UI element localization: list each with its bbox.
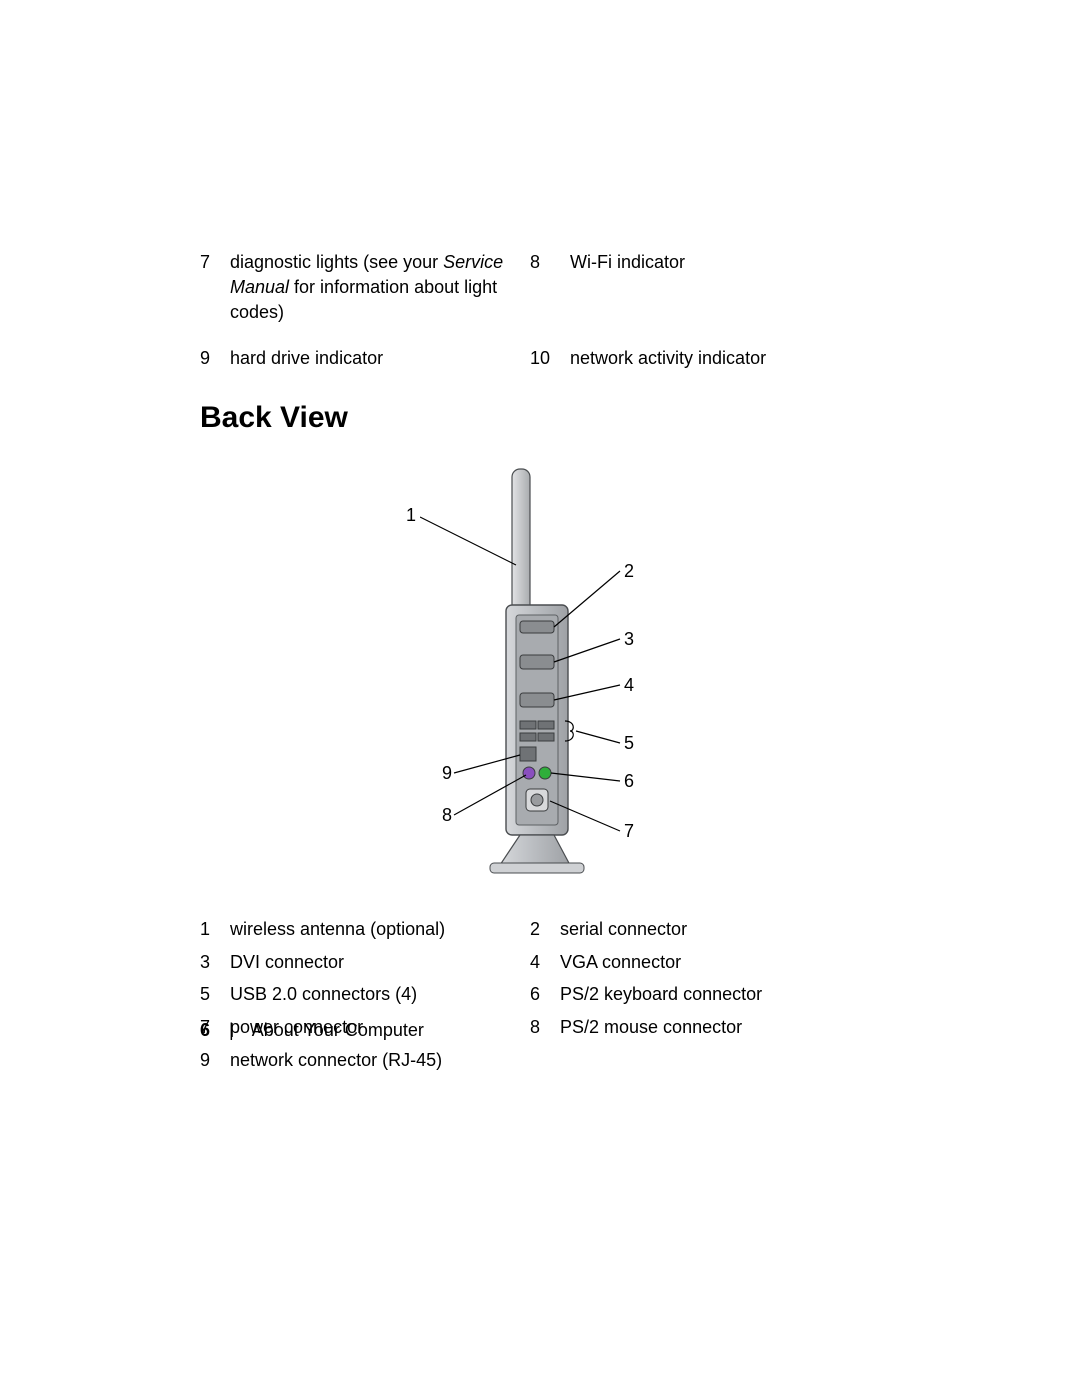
legend-num: 9 bbox=[200, 1046, 230, 1075]
legend-desc: Wi-Fi indicator bbox=[570, 250, 900, 326]
legend-desc: network activity indicator bbox=[570, 346, 900, 371]
port-usb bbox=[520, 733, 536, 741]
legend-num: 8 bbox=[530, 250, 570, 326]
legend-num: 6 bbox=[530, 980, 560, 1009]
legend-desc: USB 2.0 connectors (4) bbox=[230, 980, 530, 1009]
legend-text: diagnostic lights (see your bbox=[230, 252, 443, 272]
top-legend-row: 9 hard drive indicator 10 network activi… bbox=[200, 346, 900, 371]
callout-label-4: 4 bbox=[624, 675, 634, 696]
legend-num: 2 bbox=[530, 915, 560, 944]
legend-desc: PS/2 mouse connector bbox=[560, 1013, 900, 1042]
port-usb bbox=[538, 721, 554, 729]
legend-text: hard drive indicator bbox=[230, 348, 383, 368]
callout-label-1: 1 bbox=[406, 505, 416, 526]
bottom-legend-table: 1 wireless antenna (optional) 2 serial c… bbox=[200, 915, 900, 1075]
legend-num: 4 bbox=[530, 948, 560, 977]
legend-desc bbox=[560, 1046, 900, 1075]
antenna-shape bbox=[512, 469, 530, 619]
legend-desc: PS/2 keyboard connector bbox=[560, 980, 900, 1009]
legend-desc: VGA connector bbox=[560, 948, 900, 977]
footer-separator: | bbox=[229, 1020, 234, 1040]
port-rj45 bbox=[520, 747, 536, 761]
legend-num: 5 bbox=[200, 980, 230, 1009]
port-usb bbox=[520, 721, 536, 729]
legend-desc: DVI connector bbox=[230, 948, 530, 977]
port-dvi bbox=[520, 655, 554, 669]
port-usb bbox=[538, 733, 554, 741]
section-heading: Back View bbox=[200, 401, 900, 435]
legend-desc: hard drive indicator bbox=[230, 346, 530, 371]
legend-num: 1 bbox=[200, 915, 230, 944]
page-number: 6 bbox=[200, 1020, 210, 1040]
legend-desc: diagnostic lights (see your Service Manu… bbox=[230, 250, 530, 326]
port-power-inner bbox=[531, 794, 543, 806]
callout-label-2: 2 bbox=[624, 561, 634, 582]
legend-row: 1 wireless antenna (optional) 2 serial c… bbox=[200, 915, 900, 944]
page-footer: 6 | About Your Computer bbox=[200, 1020, 424, 1041]
legend-desc: network connector (RJ-45) bbox=[230, 1046, 530, 1075]
top-legend-table: 7 diagnostic lights (see your Service Ma… bbox=[200, 250, 900, 371]
callout-label-3: 3 bbox=[624, 629, 634, 650]
legend-num: 9 bbox=[200, 346, 230, 371]
callout-label-8: 8 bbox=[442, 805, 452, 826]
port-ps2-keyboard bbox=[539, 767, 551, 779]
callout-label-5: 5 bbox=[624, 733, 634, 754]
device-base bbox=[490, 863, 584, 873]
page-content: 7 diagnostic lights (see your Service Ma… bbox=[200, 250, 900, 1079]
top-legend-row: 7 diagnostic lights (see your Service Ma… bbox=[200, 250, 900, 326]
legend-num bbox=[530, 1046, 560, 1075]
legend-num: 7 bbox=[200, 250, 230, 326]
callout-label-7: 7 bbox=[624, 821, 634, 842]
port-serial bbox=[520, 621, 554, 633]
legend-row: 9 network connector (RJ-45) bbox=[200, 1046, 900, 1075]
port-ps2-mouse bbox=[523, 767, 535, 779]
legend-desc: wireless antenna (optional) bbox=[230, 915, 530, 944]
port-vga bbox=[520, 693, 554, 707]
footer-section: About Your Computer bbox=[252, 1020, 424, 1040]
device-stand bbox=[500, 835, 570, 865]
callout-label-9: 9 bbox=[442, 763, 452, 784]
callout-label-6: 6 bbox=[624, 771, 634, 792]
legend-num: 8 bbox=[530, 1013, 560, 1042]
legend-row: 3 DVI connector 4 VGA connector bbox=[200, 948, 900, 977]
legend-row: 5 USB 2.0 connectors (4) 6 PS/2 keyboard… bbox=[200, 980, 900, 1009]
device-illustration bbox=[420, 465, 680, 885]
back-view-diagram: 1 2 3 4 5 6 7 8 9 bbox=[420, 465, 680, 885]
legend-num: 3 bbox=[200, 948, 230, 977]
legend-desc: serial connector bbox=[560, 915, 900, 944]
legend-num: 10 bbox=[530, 346, 570, 371]
